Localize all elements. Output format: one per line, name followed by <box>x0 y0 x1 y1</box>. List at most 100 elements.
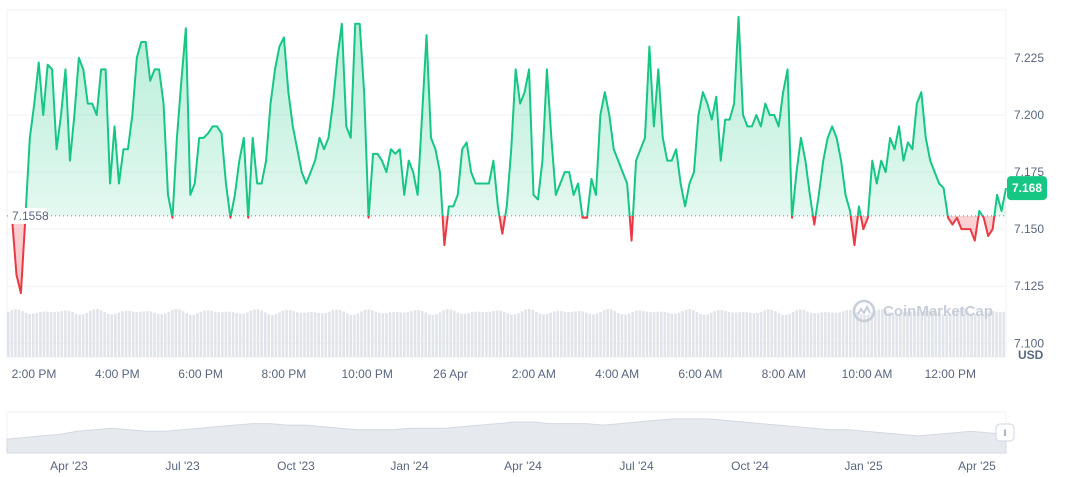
current-price-badge: 7.168 <box>1007 176 1047 201</box>
volume-bar <box>210 310 213 357</box>
volume-bar <box>485 312 488 357</box>
y-tick-label: 7.225 <box>1014 51 1044 65</box>
volume-bar <box>285 309 288 357</box>
volume-bar <box>606 309 609 357</box>
volume-bar <box>488 311 492 357</box>
volume-bar <box>859 314 863 357</box>
volume-bar <box>809 312 813 357</box>
volume-bar <box>60 311 64 357</box>
volume-bar <box>756 313 759 357</box>
x-tick-label: 6:00 PM <box>178 367 223 381</box>
volume-bar <box>131 311 135 357</box>
volume-bar <box>624 314 627 357</box>
volume-bar <box>28 313 32 357</box>
volume-bar <box>727 312 731 357</box>
volume-bar <box>806 311 809 357</box>
volume-bar <box>838 312 841 357</box>
volume-bar <box>816 312 820 357</box>
x-tick-label: 8:00 AM <box>762 367 806 381</box>
volume-bar <box>7 312 10 357</box>
volume-bar <box>367 309 370 357</box>
volume-bar <box>228 311 231 357</box>
volume-bar <box>42 311 46 357</box>
volume-bar <box>963 309 966 357</box>
volume-bar <box>927 310 931 357</box>
volume-bar <box>146 311 149 357</box>
overview-x-tick-label: Oct '24 <box>731 459 769 473</box>
volume-bar <box>206 310 210 357</box>
volume-bar <box>552 311 556 357</box>
volume-bar <box>609 309 613 357</box>
overview-x-tick-label: Oct '23 <box>277 459 315 473</box>
x-tick-label: 8:00 PM <box>262 367 307 381</box>
volume-bar <box>916 312 920 357</box>
volume-bar <box>188 314 192 357</box>
volume-bar <box>388 312 392 357</box>
volume-bar <box>477 311 481 357</box>
volume-bar <box>114 313 117 357</box>
volume-bar <box>24 312 28 357</box>
volume-bar <box>991 311 995 357</box>
volume-bar <box>652 312 656 357</box>
range-handle[interactable] <box>995 423 1015 442</box>
volume-bar <box>467 313 470 357</box>
x-tick-label: 4:00 PM <box>95 367 140 381</box>
volume-bar <box>410 311 413 357</box>
volume-bar <box>499 310 502 357</box>
range-overview[interactable]: ‖ <box>6 411 1015 454</box>
reference-price-label: 7.1558 <box>12 209 49 223</box>
volume-bar <box>288 310 292 357</box>
volume-bar <box>617 312 620 357</box>
volume-bar <box>295 312 299 357</box>
overview-x-tick-label: Apr '24 <box>504 459 542 473</box>
volume-bar <box>406 312 410 357</box>
volume-bar <box>452 310 456 357</box>
price-area-above <box>12 16 1006 216</box>
volume-bar <box>542 314 545 357</box>
volume-bar <box>110 314 114 357</box>
volume-bar <box>56 311 60 357</box>
volume-bar <box>834 312 838 357</box>
volume-bar <box>802 310 806 357</box>
x-tick-label: 2:00 PM <box>12 367 57 381</box>
volume-bar <box>513 314 517 357</box>
volume-bar <box>181 311 185 357</box>
volume-bar <box>428 314 431 357</box>
volume-bar <box>185 313 188 357</box>
volume-bar <box>235 312 238 357</box>
volume-bar <box>745 312 749 357</box>
volume-bar <box>863 314 866 357</box>
volume-bar <box>923 311 927 357</box>
volume-bar <box>717 310 720 357</box>
volume-bar <box>674 313 677 357</box>
volume-bar <box>74 313 78 357</box>
volume-bar <box>688 309 692 357</box>
volume-bar <box>520 311 524 357</box>
volume-bar <box>970 313 973 357</box>
volume-bar <box>845 310 849 357</box>
coinmarketcap-logo-icon <box>852 299 876 323</box>
volume-bar <box>85 312 89 357</box>
volume-bar <box>438 312 442 357</box>
volume-bar <box>560 311 563 357</box>
volume-bar <box>795 310 799 357</box>
volume-bar <box>246 312 249 357</box>
volume-bar <box>891 313 895 357</box>
volume-bar <box>385 312 388 357</box>
volume-bar <box>948 313 952 357</box>
volume-bar <box>442 310 445 357</box>
volume-bar <box>909 311 913 357</box>
volume-bar <box>306 312 310 357</box>
volume-bar <box>849 309 852 357</box>
volume-bar <box>192 314 196 357</box>
volume-bar <box>977 313 981 357</box>
volume-bar <box>378 312 381 357</box>
volume-bar <box>524 309 527 357</box>
volume-bar <box>117 312 121 357</box>
volume-bar <box>870 312 874 357</box>
volume-bar <box>420 310 424 357</box>
volume-bar <box>913 312 916 357</box>
volume-bar <box>278 312 281 357</box>
volume-bar <box>238 313 242 357</box>
